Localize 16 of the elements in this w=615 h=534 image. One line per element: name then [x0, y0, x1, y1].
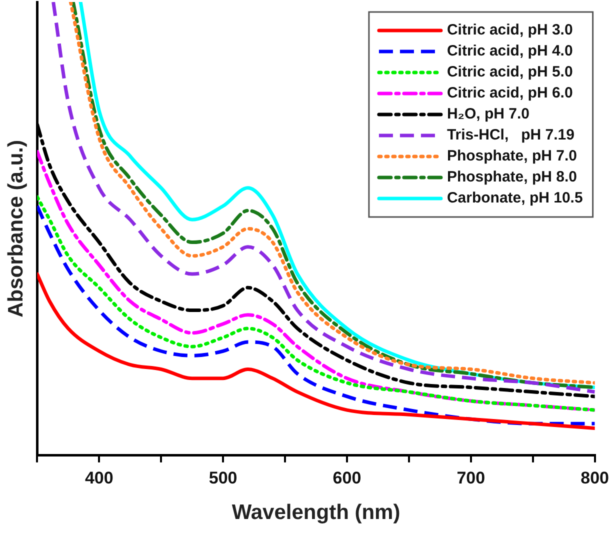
legend-label: Citric acid, pH 3.0 — [446, 22, 573, 39]
x-tick-label: 500 — [208, 468, 238, 488]
x-axis-title: Wavelength (nm) — [232, 501, 400, 524]
legend-label: Phosphate, pH 7.0 — [446, 148, 577, 165]
legend-label: Citric acid, pH 4.0 — [446, 42, 573, 60]
legend-label: Phosphate, pH 8.0 — [446, 168, 577, 186]
y-axis-title: Absorbance (a.u.) — [4, 140, 28, 318]
x-tick-label: 400 — [84, 468, 114, 488]
x-tick-label: 700 — [456, 468, 486, 488]
legend-label: Citric acid, pH 6.0 — [446, 84, 573, 102]
legend-label: Carbonate, pH 10.5 — [446, 190, 583, 207]
legend-label: Tris-HCl, pH 7.19 — [446, 126, 574, 144]
legend-label: H₂O, pH 7.0 — [446, 106, 530, 123]
x-tick-label: 600 — [332, 468, 362, 488]
x-tick-label: 800 — [580, 468, 610, 488]
legend-label: Citric acid, pH 5.0 — [446, 64, 573, 81]
